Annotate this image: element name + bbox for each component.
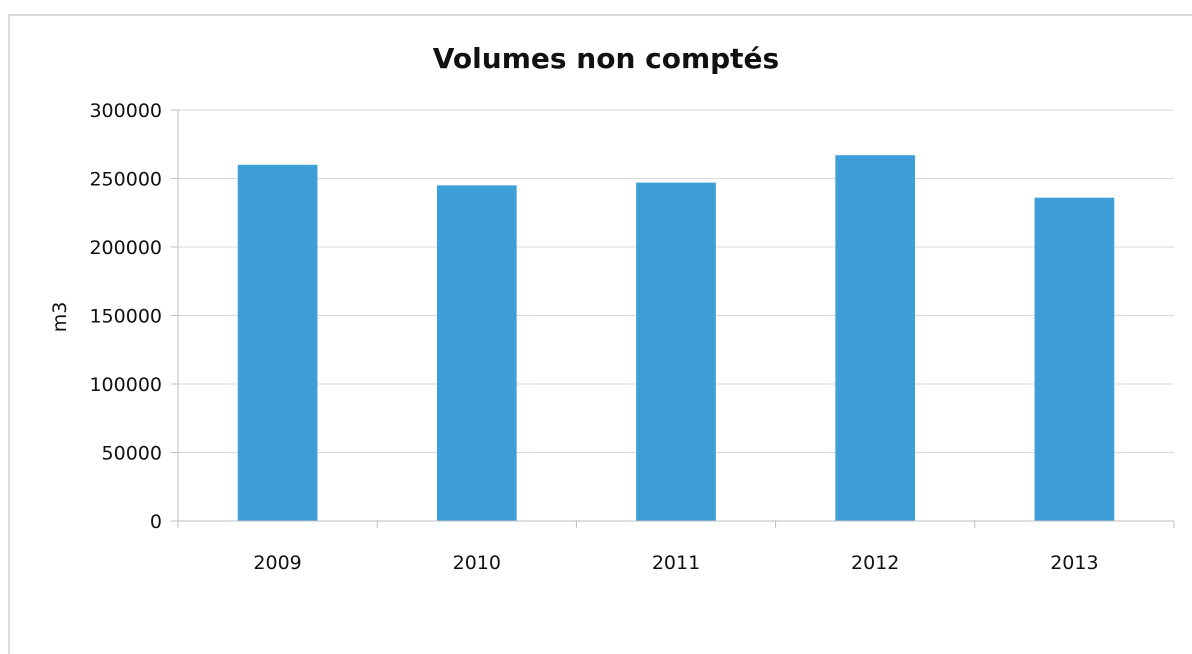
x-tick-label: 2013 bbox=[1050, 552, 1098, 574]
x-tick-label: 2012 bbox=[851, 552, 899, 574]
axes bbox=[171, 109, 1175, 528]
y-axis-title: m3 bbox=[49, 302, 71, 333]
x-tick-label: 2011 bbox=[652, 552, 700, 574]
bar-2012 bbox=[835, 155, 916, 521]
bar-2009 bbox=[237, 164, 318, 522]
y-tick-label: 200000 bbox=[89, 237, 162, 259]
y-tick-label: 0 bbox=[150, 511, 162, 533]
bars bbox=[237, 155, 1115, 522]
y-tick-label: 50000 bbox=[102, 443, 162, 465]
bar-2011 bbox=[636, 182, 716, 522]
tick-labels: 0 50000 100000 150000 200000 250000 300000 2009… bbox=[89, 100, 1098, 574]
y-tick-label: 250000 bbox=[89, 169, 162, 191]
y-tick-label: 300000 bbox=[89, 100, 162, 122]
bar-2010 bbox=[436, 185, 517, 521]
y-tick-label: 150000 bbox=[89, 306, 162, 328]
chart-title: Volumes non comptés bbox=[433, 42, 779, 75]
chart-frame bbox=[8, 14, 1192, 654]
bar-chart: Volumes non comptés m3 0 50000 100000 15000… bbox=[49, 42, 1175, 574]
x-tick-label: 2009 bbox=[253, 552, 301, 574]
bar-2013 bbox=[1034, 197, 1115, 521]
y-tick-label: 100000 bbox=[89, 374, 162, 396]
x-tick-label: 2010 bbox=[453, 552, 501, 574]
